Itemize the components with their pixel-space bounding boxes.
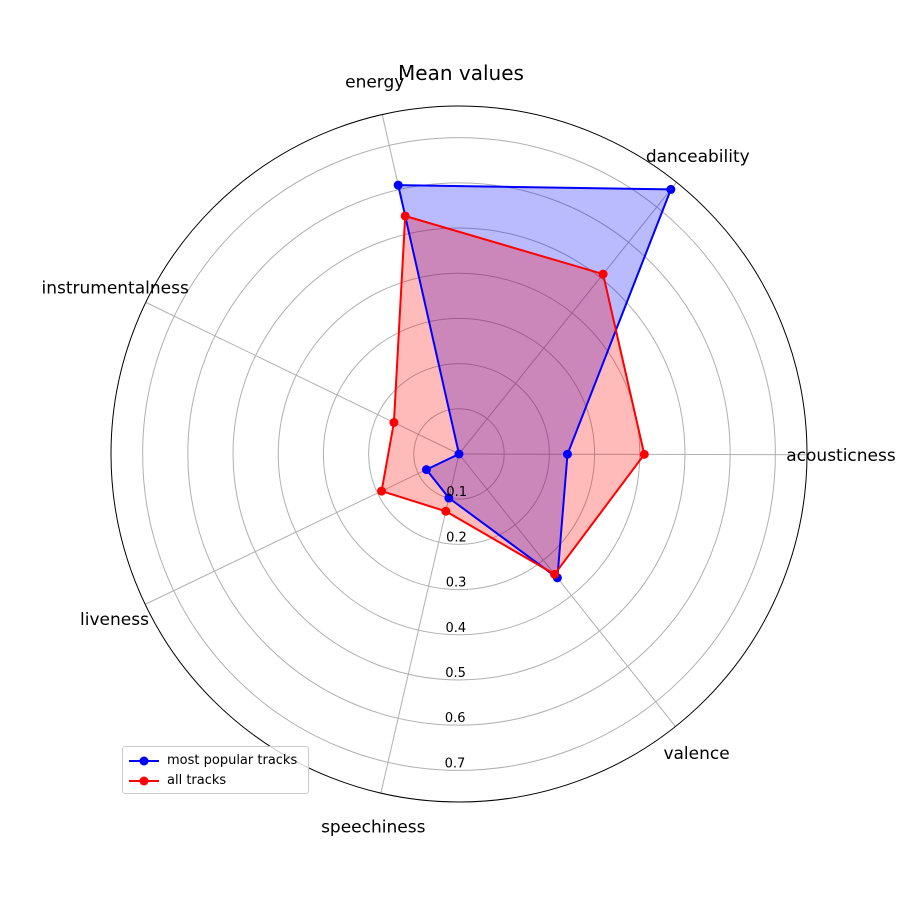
grid-circle — [142, 137, 776, 771]
legend-item-most-popular: most popular tracks — [123, 751, 308, 771]
data-point — [389, 417, 399, 427]
axis-label: speechiness — [321, 817, 426, 837]
tick-label: 0.1 — [446, 485, 467, 500]
axis-label: danceability — [646, 147, 750, 167]
legend-label: all tracks — [167, 773, 227, 788]
tick-label: 0.4 — [445, 621, 466, 636]
axis-label: valence — [663, 744, 729, 764]
data-point — [562, 449, 572, 459]
data-point — [421, 465, 431, 475]
axis-spoke — [458, 453, 808, 456]
data-point — [377, 486, 387, 496]
data-point — [444, 493, 454, 503]
axis-label: liveness — [80, 610, 149, 630]
grid-circle — [187, 182, 731, 726]
axis-spoke — [144, 453, 460, 605]
axis-label: energy — [345, 72, 404, 92]
tick-label: 0.2 — [446, 530, 467, 545]
series-area — [398, 185, 671, 578]
data-point — [598, 269, 608, 279]
axis-label: instrumentalness — [41, 279, 188, 299]
data-point — [666, 184, 676, 194]
radar-labels: acousticness danceability energy instrument… — [41, 72, 895, 837]
data-point — [639, 449, 649, 459]
radar-grid — [110, 105, 808, 803]
data-point — [441, 506, 451, 516]
data-point — [393, 180, 403, 190]
data-point — [550, 569, 560, 579]
series-area — [381, 216, 645, 575]
legend-label: most popular tracks — [167, 753, 298, 768]
outer-frame — [110, 105, 808, 803]
legend-swatch-blue — [129, 756, 159, 766]
series-line — [380, 215, 646, 576]
legend-item-all-tracks: all tracks — [123, 771, 308, 791]
axis-spoke — [145, 301, 460, 455]
axis-label: acousticness — [786, 446, 896, 466]
data-point — [400, 211, 410, 221]
data-point — [454, 449, 464, 459]
tick-label: 0.6 — [445, 711, 466, 726]
tick-label: 0.7 — [445, 756, 466, 771]
tick-label: 0.5 — [445, 666, 466, 681]
legend-swatch-red — [129, 776, 159, 786]
axis-spoke — [458, 182, 677, 455]
axis-spoke — [458, 453, 676, 727]
legend: most popular tracks all tracks — [122, 746, 309, 794]
tick-label: 0.3 — [446, 576, 467, 591]
chart-title: Mean values — [398, 61, 524, 85]
radar-series — [377, 180, 676, 583]
